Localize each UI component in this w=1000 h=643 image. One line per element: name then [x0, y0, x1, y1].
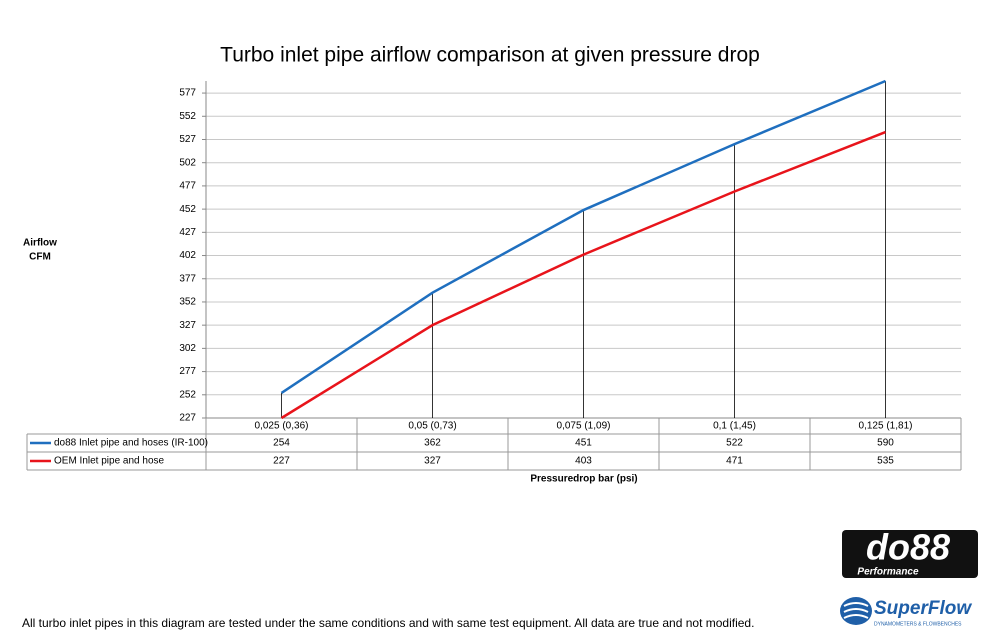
table-value: 362: [424, 438, 441, 449]
y-tick-label: 502: [179, 157, 196, 168]
table-value: 535: [877, 456, 894, 467]
y-tick-label: 427: [179, 227, 196, 238]
y-tick-label: 527: [179, 134, 196, 145]
table-value: 590: [877, 438, 894, 449]
table-value: 522: [726, 438, 743, 449]
logo-text: do88: [866, 527, 950, 568]
superflow-logo: SuperFlow DYNAMOMETERS & FLOWBENCHES: [840, 597, 972, 627]
x-tick-label: 0,125 (1,81): [859, 421, 913, 432]
y-tick-label: 327: [179, 320, 196, 331]
x-tick-label: 0,1 (1,45): [713, 421, 756, 432]
logo-icon-lines: [843, 602, 869, 619]
y-tick-label: 277: [179, 366, 196, 377]
legend-label: do88 Inlet pipe and hoses (IR-100): [54, 438, 208, 449]
y-tick-label: 302: [179, 343, 196, 354]
do88-logo: do88 Performance: [842, 527, 978, 578]
table-value: 227: [273, 456, 290, 467]
y-axis-label: CFM: [29, 252, 51, 263]
x-tick-label: 0,05 (0,73): [408, 421, 456, 432]
y-tick-label: 577: [179, 88, 196, 99]
logo-text: SuperFlow: [874, 598, 972, 619]
x-tick-label: 0,025 (0,36): [255, 421, 309, 432]
table-value: 451: [575, 438, 592, 449]
y-tick-label: 227: [179, 413, 196, 424]
chart-title: Turbo inlet pipe airflow comparison at g…: [220, 44, 760, 67]
y-tick-label: 552: [179, 111, 196, 122]
y-tick-label: 402: [179, 250, 196, 261]
footer-note: All turbo inlet pipes in this diagram ar…: [22, 616, 754, 630]
table-value: 254: [273, 438, 290, 449]
y-tick-label: 477: [179, 181, 196, 192]
logo-subtext: DYNAMOMETERS & FLOWBENCHES: [874, 621, 962, 627]
x-tick-label: 0,075 (1,09): [557, 421, 611, 432]
y-tick-label: 352: [179, 297, 196, 308]
y-tick-label: 252: [179, 389, 196, 400]
logo-subtext: Performance: [857, 567, 919, 578]
series-line: [280, 79, 886, 394]
x-axis-label: Pressuredrop bar (psi): [530, 474, 637, 485]
table-value: 327: [424, 456, 441, 467]
table-value: 403: [575, 456, 592, 467]
legend-label: OEM Inlet pipe and hose: [54, 456, 165, 467]
logo-background: [842, 530, 978, 578]
y-tick-label: 377: [179, 273, 196, 284]
series-line: [280, 130, 886, 420]
y-tick-label: 452: [179, 204, 196, 215]
y-axis-label: Airflow: [23, 238, 57, 249]
table-value: 471: [726, 456, 743, 467]
